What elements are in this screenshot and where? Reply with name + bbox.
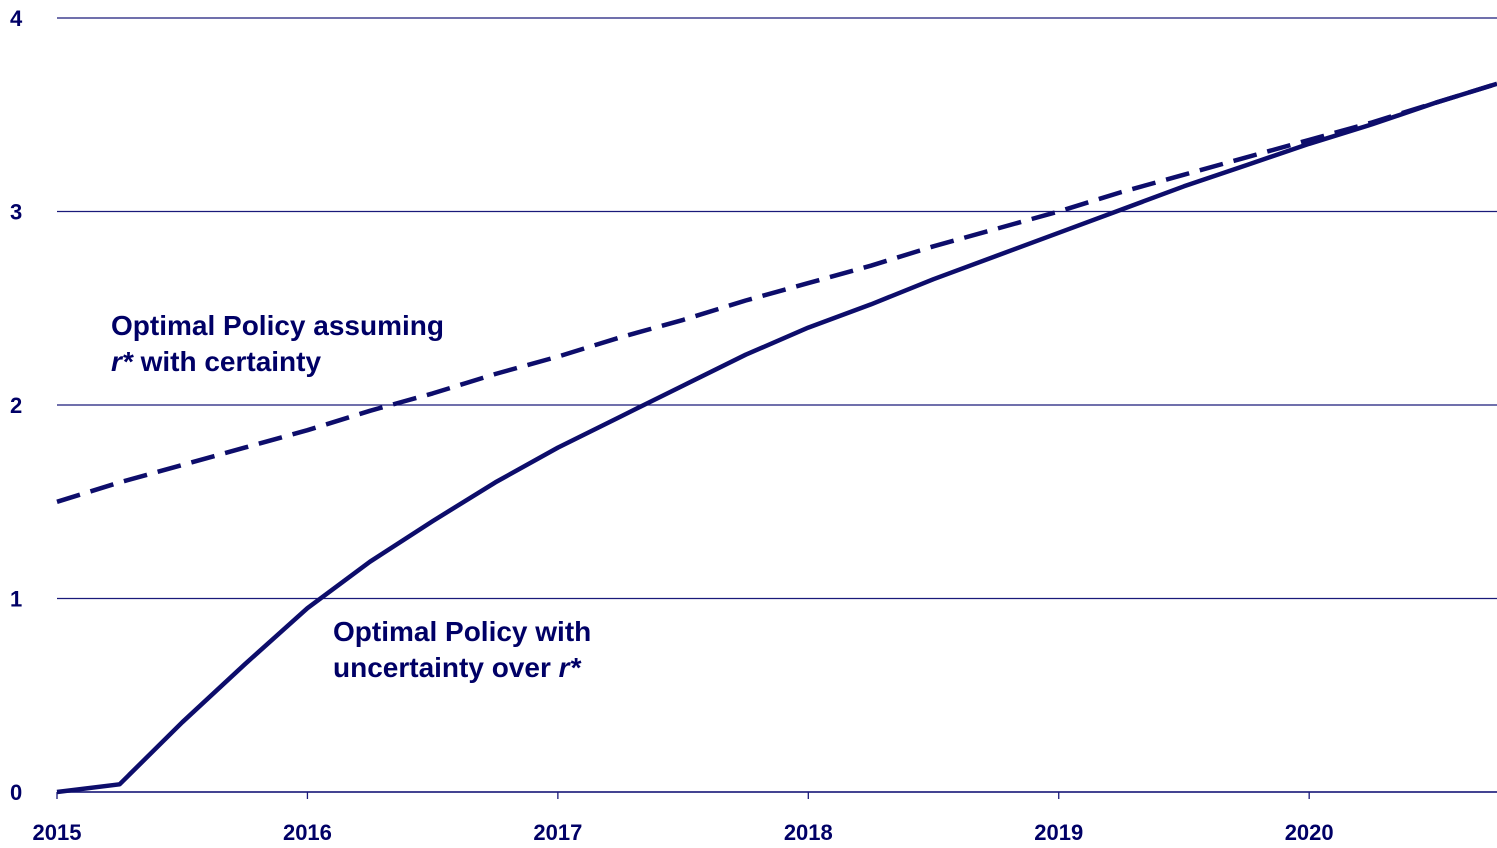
- solid-annotation-line2-text: uncertainty over: [333, 652, 559, 683]
- solid-series-line: [56, 81, 1497, 795]
- y-axis-ticks: 0 1 2 3 4: [10, 6, 23, 805]
- x-tick-label: 2020: [1285, 820, 1334, 845]
- solid-annotation-line1: Optimal Policy with: [333, 616, 592, 647]
- y-tick-label: 3: [10, 200, 22, 225]
- y-tick-label: 1: [10, 587, 22, 612]
- y-tick-label: 4: [10, 6, 23, 31]
- r-star-symbol: r*: [111, 346, 133, 377]
- solid-series-annotation: Optimal Policy with uncertainty over r*: [333, 614, 591, 686]
- x-tick-label: 2019: [1034, 820, 1083, 845]
- dashed-annotation-line2-text: with certainty: [132, 346, 322, 377]
- x-tick-label: 2016: [283, 820, 332, 845]
- dashed-annotation-line2: r* with certainty: [111, 344, 444, 380]
- solid-annotation-line2: uncertainty over r*: [333, 650, 591, 686]
- series-lines: [56, 81, 1497, 795]
- dashed-series-annotation: Optimal Policy assuming r* with certaint…: [111, 308, 444, 380]
- x-tick-label: 2017: [533, 820, 582, 845]
- r-star-symbol: r*: [558, 652, 581, 683]
- dashed-series-line: [56, 81, 1497, 504]
- y-tick-label: 0: [10, 780, 22, 805]
- x-tick-label: 2015: [33, 820, 82, 845]
- dashed-annotation-line1: Optimal Policy assuming: [111, 310, 444, 341]
- y-tick-label: 2: [10, 393, 22, 418]
- x-axis-ticks: 2015 2016 2017 2018 2019 2020: [33, 791, 1497, 845]
- x-tick-label: 2018: [784, 820, 833, 845]
- grid-lines: [57, 17, 1497, 793]
